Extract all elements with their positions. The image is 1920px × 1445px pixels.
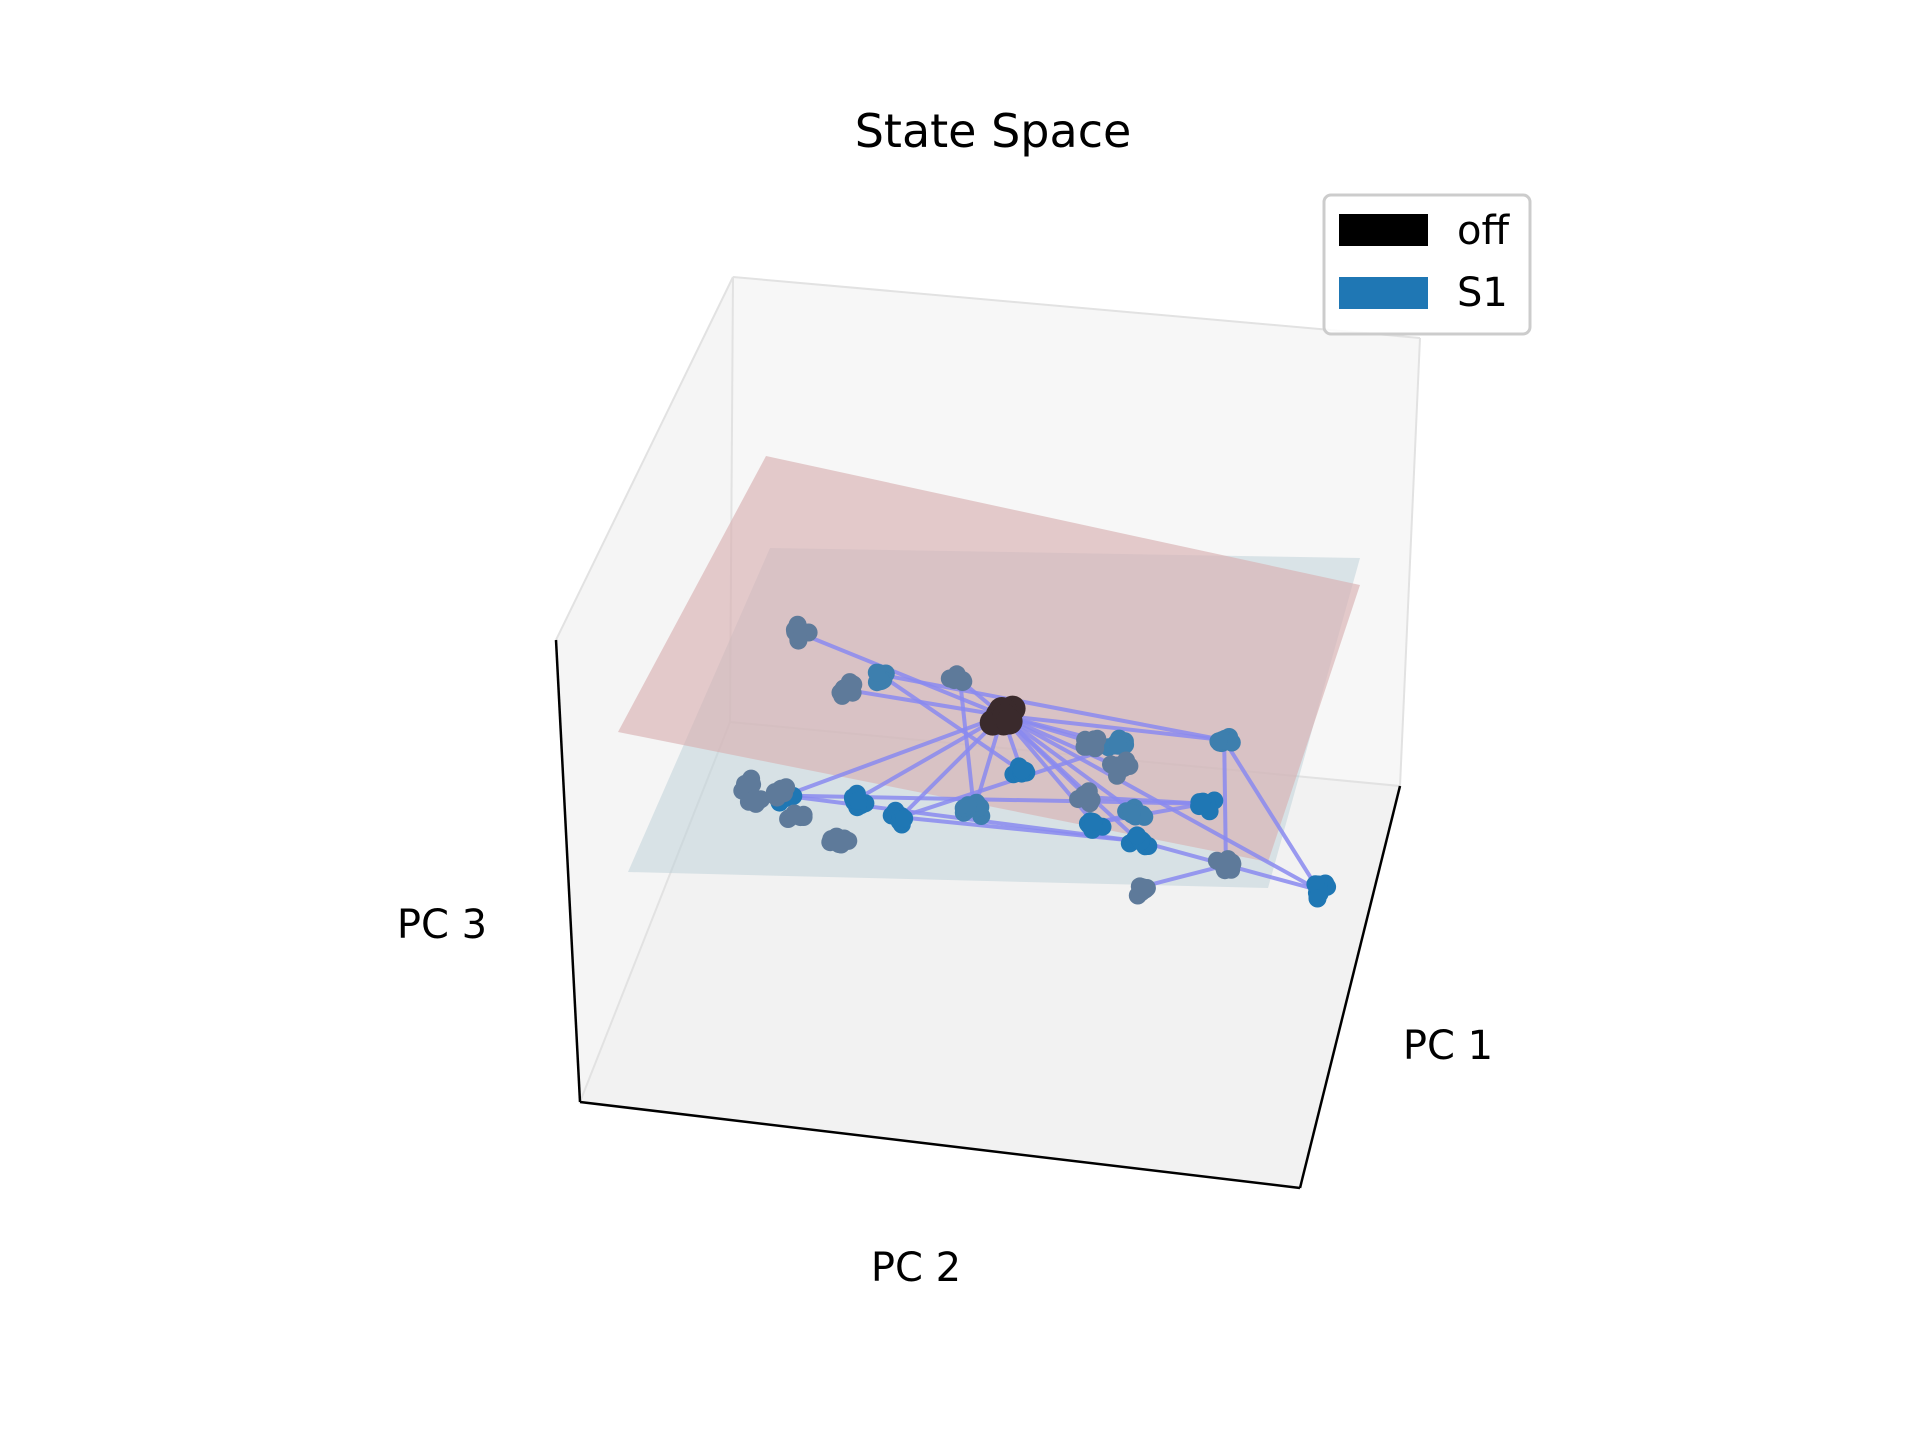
state-point (996, 708, 1023, 735)
trajectory-line (879, 672, 1024, 774)
state-point (1081, 733, 1100, 752)
legend-swatch-off (1339, 214, 1428, 246)
state-point (1193, 795, 1211, 814)
state-point (952, 671, 971, 690)
state-cluster-s1 (831, 673, 863, 705)
pane-edge (1399, 337, 1421, 787)
trajectory-line (855, 713, 1004, 802)
upper-plane (618, 456, 1360, 862)
y-axis-label: PC 2 (871, 1245, 961, 1291)
trajectory-line (1222, 739, 1321, 892)
state-point (1306, 875, 1325, 894)
trajectory-line (879, 672, 1225, 743)
state-point (867, 663, 886, 682)
state-cluster-s1 (1075, 729, 1107, 758)
legend: off S1 (1322, 193, 1532, 336)
trajectory-line (1140, 863, 1227, 890)
state-point (849, 791, 868, 810)
state-cluster-s1 (1306, 874, 1337, 908)
chart-title: State Space (855, 104, 1132, 158)
z-axis-label: PC 3 (397, 902, 487, 948)
state-point (1075, 789, 1094, 808)
state-cluster-s1 (739, 787, 770, 813)
state-point (831, 683, 850, 702)
state-cluster-s1 (1120, 826, 1158, 856)
x-axis-line (1298, 785, 1402, 1189)
state-point (739, 792, 758, 811)
state-point (1308, 889, 1327, 908)
y-axis-line (579, 1100, 1301, 1190)
state-cluster-s1 (821, 827, 858, 854)
state-point (1084, 812, 1103, 831)
state-cluster-s1 (1099, 729, 1135, 757)
state-point (1209, 732, 1228, 751)
state-point (1108, 766, 1126, 785)
legend-swatch-s1 (1339, 277, 1428, 309)
state-cluster-s1 (1078, 812, 1112, 839)
state-point (788, 806, 807, 825)
state-cluster-s1 (1190, 791, 1224, 821)
state-cluster-s1 (1069, 782, 1101, 813)
trajectory-line (797, 630, 1004, 718)
state-cluster-s1 (1209, 728, 1241, 753)
state-cluster-s1 (1102, 751, 1139, 785)
state-point (788, 615, 807, 634)
state-cluster-s1 (940, 665, 973, 691)
trajectory-line (1002, 713, 1225, 743)
state-cluster-s1 (954, 793, 991, 825)
legend-label-s1: S1 (1457, 270, 1508, 316)
state-point (1012, 761, 1031, 780)
state-cluster-s1 (882, 801, 914, 834)
state-cluster-s1 (1128, 877, 1156, 905)
z-axis-line (554, 639, 582, 1103)
x-axis-label: PC 1 (1403, 1023, 1493, 1069)
state-point (1222, 733, 1241, 752)
state-point (1215, 858, 1234, 877)
trajectory-line (958, 679, 977, 811)
state-points (733, 615, 1337, 908)
state-cluster-s1 (1207, 850, 1242, 880)
state-point (1122, 803, 1141, 822)
state-point (829, 835, 848, 853)
state-cluster-s1 (843, 784, 875, 817)
state-point (1128, 826, 1146, 845)
state-point (771, 779, 790, 798)
state-cluster-s1 (779, 804, 813, 828)
state-cluster-off (979, 695, 1026, 736)
trajectory-line (1222, 740, 1228, 866)
state-point (1109, 735, 1128, 754)
pane-edge (555, 276, 734, 641)
state-cluster-s1 (1117, 798, 1154, 826)
state-cluster-s1 (867, 663, 895, 692)
state-cluster-s1 (1004, 757, 1036, 784)
state-point (959, 796, 978, 815)
state-point (895, 809, 914, 828)
state-cluster-s1 (785, 615, 818, 650)
legend-label-off: off (1457, 208, 1510, 254)
state-cluster-s1 (765, 778, 796, 807)
state-point (1137, 879, 1156, 897)
pane-edge (732, 276, 1421, 339)
trajectory-line (849, 688, 1003, 718)
